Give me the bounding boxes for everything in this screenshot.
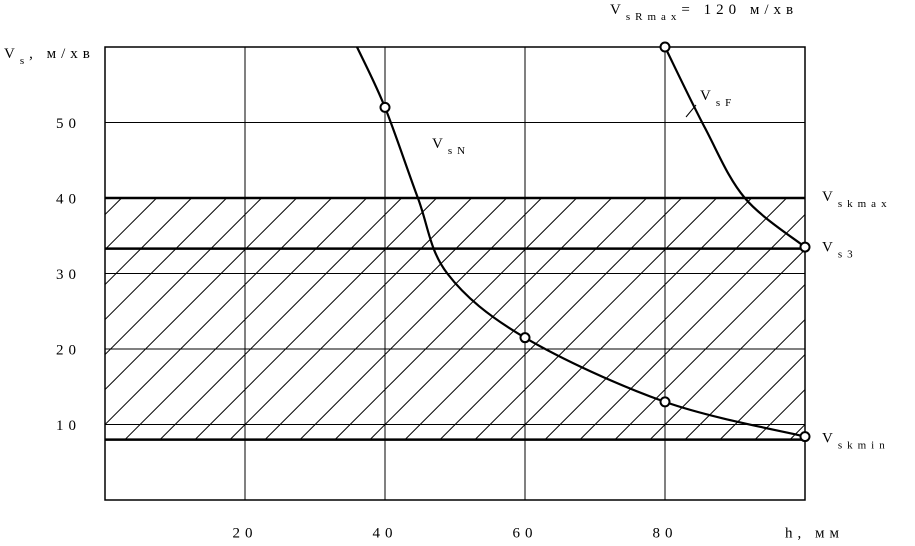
hatch-line [105,197,262,356]
hatch-line [124,197,367,440]
hatch-line [159,197,402,440]
hatch-line [299,197,542,440]
hatch-line [105,197,227,321]
leader-line [685,104,697,118]
y-tick-label: 30 [56,267,81,283]
hatch-line [544,197,787,440]
hatch-line [579,213,805,440]
hatch-line [439,197,682,440]
point-marker [799,431,811,443]
point-marker [659,396,671,408]
series-label-sub: sF [716,97,736,109]
x-tick-label: 40 [373,525,398,541]
y-tick-label: 20 [56,342,81,358]
hatch-line [719,353,805,440]
level-label-sub: skmin [838,439,890,451]
hatch-line [105,197,192,286]
hatch-line [264,197,507,440]
hatch-area [0,197,915,440]
hatch-line [754,388,805,440]
series-label: VsN [432,136,470,156]
hatch-line [404,197,647,440]
y-tick-label: 40 [56,191,81,207]
y-tick-label: 50 [56,116,81,132]
series-label-base: V [700,88,716,104]
hatch-line [474,197,717,440]
hatch-line [334,197,577,440]
x-tick-label: 60 [513,525,538,541]
point-marker [519,332,531,344]
top-note: VsRmax= 120 м/хв [610,2,798,22]
hatch-line [0,198,87,440]
level-label-sub: skmax [838,198,892,210]
x-tick-label: 20 [233,525,258,541]
series-label: VsF [700,88,736,108]
hatch-line [369,197,612,440]
level-label-base: V [822,240,838,256]
series-label-base: V [432,136,448,152]
hatch-line [105,197,122,216]
level-label: Vs3 [822,240,858,260]
hatch-line [194,197,437,440]
curve [356,46,806,438]
y-tick-label: 10 [56,418,81,434]
curve [664,46,806,248]
hatch-line [105,197,332,426]
level-label-base: V [822,431,838,447]
x-tick-label: 80 [653,525,678,541]
hatch-line [789,423,805,440]
hatch-line [0,198,17,440]
point-marker [659,41,671,53]
hatch-line [0,198,52,440]
hatch-line [229,197,472,440]
hatch-line [825,198,915,440]
x-axis-label: h, мм [785,525,844,541]
hatch-line [105,197,157,251]
level-label: Vskmin [822,431,890,451]
hatch-line [105,197,297,391]
level-label: Vskmax [822,189,892,209]
hatch-line [509,197,752,440]
point-marker [379,101,391,113]
level-label-sub: s3 [838,248,858,260]
plot-frame [104,46,806,501]
hatch-line [614,248,805,440]
hatch-line [684,318,805,440]
hatch-line [649,283,805,440]
level-label-base: V [822,189,838,205]
y-axis-label: Vs, м/хв [4,46,95,66]
point-marker [799,241,811,253]
series-label-sub: sN [448,145,470,157]
